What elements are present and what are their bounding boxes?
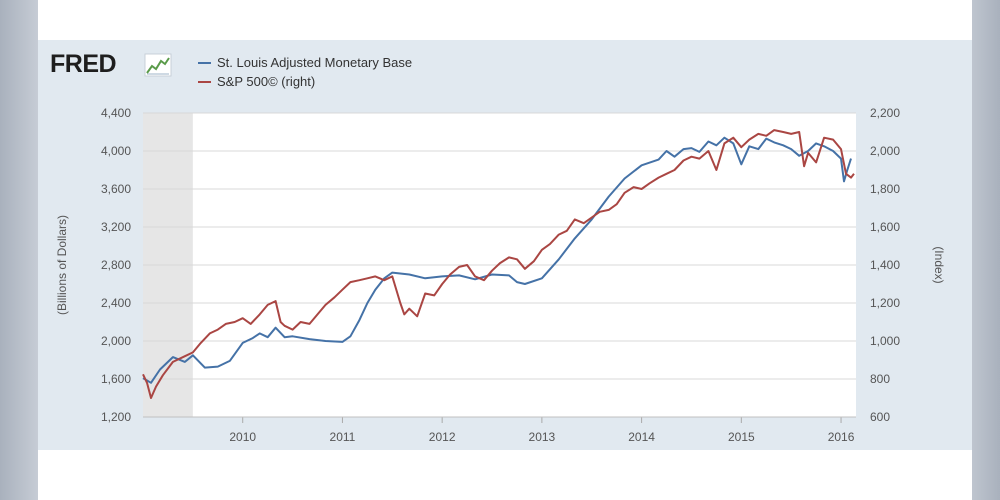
y-left-axis-title: (Billions of Dollars) (55, 215, 69, 315)
y-left-tick-label: 3,200 (101, 220, 131, 234)
y-right-tick-label: 2,000 (870, 144, 900, 158)
y-right-axis-title: (Index) (932, 246, 946, 283)
fred-logo[interactable]: FRED (50, 50, 117, 78)
series-line-monetary-base[interactable] (142, 136, 852, 384)
x-tick-label: 2012 (429, 430, 456, 444)
y-left-tick-label: 2,000 (101, 334, 131, 348)
legend-label-monetary-base: St. Louis Adjusted Monetary Base (217, 55, 413, 70)
chart-panel: FRED St. Louis Adjusted Monetary Base S&… (38, 40, 972, 450)
legend-swatch-sp500 (198, 80, 211, 83)
y-left-tick-label: 4,400 (101, 106, 131, 120)
legend-label-sp500: S&P 500© (right) (217, 74, 316, 89)
line-chart: 1,200 1,600 2,000 2,400 2,800 3,200 3,600 4,000… (55, 106, 946, 444)
y-left-tick-label: 3,600 (101, 182, 131, 196)
y-right-tick-label: 1,000 (870, 334, 900, 348)
x-tick-label: 2014 (628, 430, 655, 444)
y-right-tick-label: 1,600 (870, 220, 900, 234)
legend-item-monetary-base[interactable]: St. Louis Adjusted Monetary Base (198, 53, 412, 72)
x-tick-label: 2010 (229, 430, 256, 444)
y-right-tick-label: 600 (870, 410, 890, 424)
legend-item-sp500[interactable]: S&P 500© (right) (198, 72, 412, 91)
fred-graph-icon (144, 53, 172, 77)
y-right-tick-label: 2,200 (870, 106, 900, 120)
x-tick-label: 2015 (728, 430, 755, 444)
x-tick-label: 2011 (330, 430, 356, 444)
legend-swatch-monetary-base (198, 61, 211, 64)
y-left-tick-label: 1,200 (101, 410, 131, 424)
series-line-sp500[interactable] (142, 129, 855, 399)
y-left-tick-label: 2,800 (101, 258, 131, 272)
x-tick-label: 2016 (828, 430, 855, 444)
y-left-tick-label: 4,000 (101, 144, 131, 158)
y-right-tick-label: 1,200 (870, 296, 900, 310)
y-right-tick-label: 1,400 (870, 258, 900, 272)
y-right-tick-label: 800 (870, 372, 890, 386)
chart-legend: St. Louis Adjusted Monetary Base S&P 500… (198, 53, 412, 91)
y-right-tick-label: 1,800 (870, 182, 900, 196)
y-left-tick-label: 1,600 (101, 372, 131, 386)
y-left-tick-label: 2,400 (101, 296, 131, 310)
x-tick-label: 2013 (529, 430, 556, 444)
